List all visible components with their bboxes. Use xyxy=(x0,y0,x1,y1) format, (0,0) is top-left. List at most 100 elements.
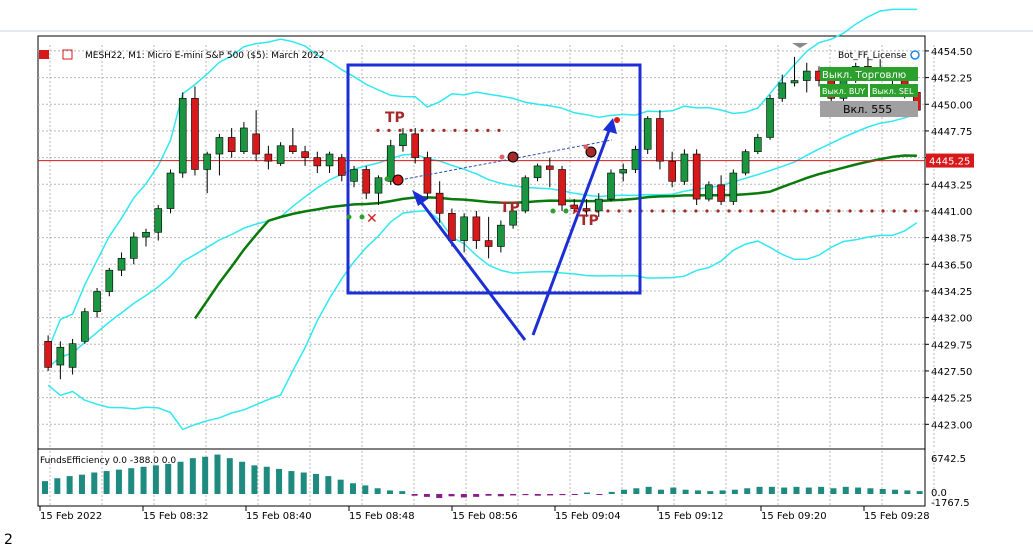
candle xyxy=(558,169,566,206)
candle xyxy=(264,153,273,162)
tp-level-dot xyxy=(683,209,687,213)
indicator-axis-bottom: -1767.5 xyxy=(931,498,970,509)
histogram-bar xyxy=(263,466,270,494)
candle xyxy=(68,343,77,368)
tp-level-dot xyxy=(387,128,391,132)
histogram-bar xyxy=(670,487,677,494)
histogram-bar xyxy=(793,486,800,494)
trade-toggle-button[interactable] xyxy=(820,67,918,81)
histogram-bar xyxy=(892,489,899,494)
highlight-box xyxy=(346,63,642,295)
tp-level-dot xyxy=(486,128,490,132)
candle xyxy=(790,80,799,84)
candle xyxy=(289,145,297,152)
middle-band xyxy=(47,113,918,368)
candle xyxy=(142,231,150,238)
histogram-bar xyxy=(805,487,812,494)
close-icon: ✕ xyxy=(571,204,581,218)
tp-level-dot xyxy=(694,209,698,213)
x-tick-label: 15 Feb 08:40 xyxy=(246,511,312,522)
tp-level-dot xyxy=(628,209,632,213)
candle xyxy=(203,153,211,170)
candle xyxy=(705,184,713,200)
candle xyxy=(607,172,615,200)
sell-toggle-button[interactable] xyxy=(870,84,918,97)
y-tick-label: 4427.50 xyxy=(931,367,972,378)
candle xyxy=(582,208,591,212)
histogram-bar xyxy=(547,494,554,496)
candle xyxy=(105,269,114,292)
tp-level-dot xyxy=(376,128,380,132)
tp-level-dot xyxy=(738,209,742,213)
candle xyxy=(350,169,358,182)
candle xyxy=(766,98,774,138)
histogram-bar xyxy=(904,490,911,494)
histogram-bar xyxy=(534,494,541,496)
tp-level-dot xyxy=(617,209,621,213)
candle xyxy=(93,291,101,312)
candle xyxy=(631,149,640,170)
tp-level-dot xyxy=(453,128,457,132)
candle xyxy=(227,137,236,152)
y-tick-label: 4434.25 xyxy=(931,287,972,298)
histogram-bar xyxy=(91,472,98,494)
histogram-bar xyxy=(288,471,295,494)
indicator-name: Bot_FF_License xyxy=(838,51,907,61)
vkl-label: Вкл. 555 xyxy=(843,103,892,116)
histogram-bar xyxy=(559,494,566,496)
histogram-bar xyxy=(596,494,603,495)
candle xyxy=(154,208,163,233)
histogram-bar xyxy=(781,487,788,494)
tp-level-dot xyxy=(793,209,797,213)
candle xyxy=(717,184,725,202)
vkl-button[interactable] xyxy=(820,101,918,117)
histogram-bar xyxy=(584,492,591,494)
candle xyxy=(56,346,65,366)
candle xyxy=(337,157,346,176)
tp-level-dot xyxy=(442,128,446,132)
x-tick-label: 15 Feb 2022 xyxy=(40,511,102,522)
toolbar-strip xyxy=(0,0,1033,32)
indicator-label: FundsEfficiency 0.0 -388.0 0.0 xyxy=(40,456,176,466)
tp-level-dot xyxy=(771,209,775,213)
histogram-bar xyxy=(731,489,738,494)
tp-level-dot xyxy=(837,209,841,213)
candle xyxy=(509,210,517,226)
histogram-bar xyxy=(719,490,726,494)
tp-level-dot xyxy=(716,209,720,213)
y-tick-label: 4443.25 xyxy=(931,180,972,191)
candle xyxy=(44,341,52,368)
y-tick-label: 4425.25 xyxy=(931,394,972,405)
candle xyxy=(594,198,603,212)
histogram-bar xyxy=(177,461,184,494)
candle xyxy=(301,151,309,158)
histogram-bar xyxy=(423,494,430,497)
y-tick-label: 4454.50 xyxy=(931,47,972,58)
candle xyxy=(313,157,322,167)
tp-level-dot xyxy=(892,209,896,213)
trade-marker xyxy=(585,146,597,158)
tp-level-dot xyxy=(859,209,863,213)
histogram-bar xyxy=(399,491,406,494)
candle xyxy=(484,240,493,247)
histogram-bar xyxy=(66,476,73,494)
candle xyxy=(276,145,285,164)
candle xyxy=(460,216,468,241)
current-price-tag xyxy=(926,153,974,168)
y-tick-label: 4450.00 xyxy=(931,100,972,111)
candle xyxy=(643,118,652,150)
y-tick-label: 4438.75 xyxy=(931,234,972,245)
signal-dot xyxy=(583,144,589,150)
candle xyxy=(570,204,579,209)
tp-level-dot xyxy=(727,209,731,213)
buy-toggle-button[interactable] xyxy=(820,84,868,97)
y-tick-label: 4436.50 xyxy=(931,260,972,271)
y-tick-label: 4423.00 xyxy=(931,420,972,431)
candle xyxy=(362,169,371,194)
candle xyxy=(117,258,126,271)
candle xyxy=(533,165,542,179)
histogram-bar xyxy=(682,489,689,494)
tp-label: TP xyxy=(385,110,405,126)
candle xyxy=(215,137,224,155)
